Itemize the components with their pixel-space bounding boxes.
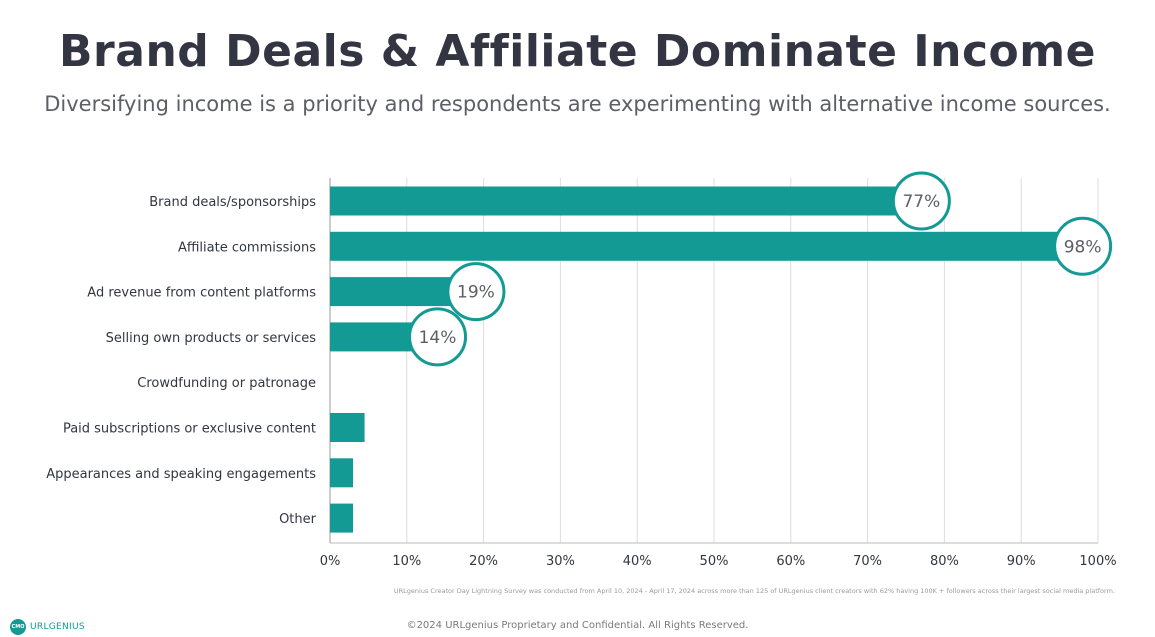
bar: [330, 186, 922, 216]
value-label-circle: [1053, 216, 1113, 276]
x-tick-label: 20%: [469, 554, 498, 569]
x-tick-label: 30%: [546, 554, 575, 569]
category-label: Paid subscriptions or exclusive content: [63, 422, 316, 437]
x-tick-label: 10%: [392, 554, 421, 569]
bar: [330, 458, 354, 488]
value-label-circle: [446, 262, 506, 322]
category-label: Other: [279, 512, 317, 527]
value-label-circle: [891, 171, 951, 231]
data-label: 98%: [1064, 237, 1102, 257]
copyright-text: ©2024 URLgenius Proprietary and Confiden…: [406, 620, 749, 631]
x-tick-label: 50%: [700, 554, 729, 569]
page-title: Brand Deals & Affiliate Dominate Income: [59, 26, 1096, 77]
bar: [330, 413, 365, 442]
category-label: Ad revenue from content platforms: [87, 286, 316, 301]
x-tick-label: 60%: [776, 554, 805, 569]
bar: [330, 503, 354, 533]
category-label: Appearances and speaking engagements: [46, 467, 316, 482]
x-tick-label: 100%: [1079, 554, 1116, 569]
x-tick-label: 0%: [320, 554, 341, 569]
x-tick-label: 70%: [853, 554, 882, 569]
x-tick-label: 80%: [930, 554, 959, 569]
data-label: 77%: [902, 192, 940, 212]
category-label: Brand deals/sponsorships: [149, 195, 316, 210]
bar: [330, 231, 1083, 261]
logo-icon: CMO: [10, 619, 26, 635]
survey-footnote: URLgenius Creator Day Lightning Survey w…: [393, 587, 1115, 595]
page-subtitle: Diversifying income is a priority and re…: [44, 92, 1111, 116]
category-label: Crowdfunding or patronage: [137, 376, 316, 391]
bar-chart: 0% 10% 20% 30% 40% 50% 60% 70% 80% 90% 100% Brand d…: [46, 171, 1117, 569]
x-tick-label: 90%: [1007, 554, 1036, 569]
category-label: Selling own products or services: [106, 331, 317, 346]
brand-logo[interactable]: CMO URLGENIUS: [10, 619, 85, 635]
value-label-circle: [408, 307, 468, 367]
category-label: Affiliate commissions: [178, 240, 316, 255]
x-tick-label: 40%: [623, 554, 652, 569]
logo-text: URLGENIUS: [30, 622, 85, 632]
data-label: 19%: [457, 283, 495, 303]
data-label: 14%: [419, 328, 457, 348]
